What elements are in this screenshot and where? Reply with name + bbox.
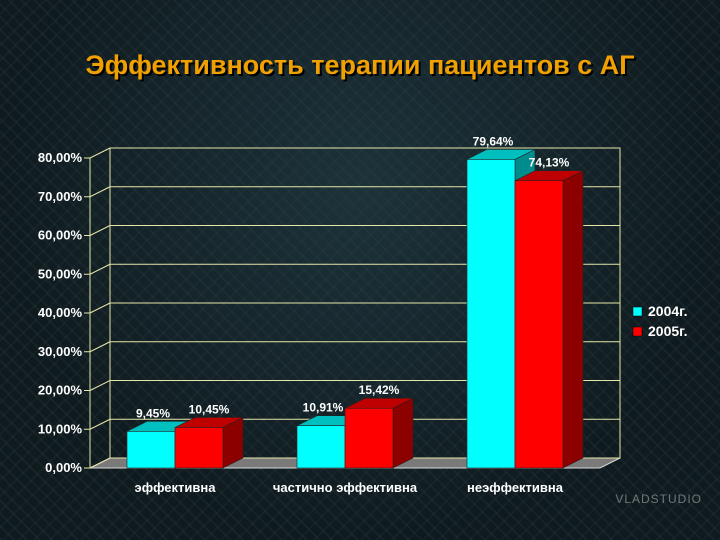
bar-2005 (344, 407, 394, 469)
y-tick-label: 10,00% (38, 421, 83, 436)
y-tick-label: 70,00% (38, 189, 83, 204)
x-category-label: эффективна (135, 480, 217, 495)
y-tick-label: 0,00% (45, 460, 82, 475)
bar-2004 (126, 431, 176, 469)
bar-2004 (296, 425, 346, 469)
y-tick-label: 60,00% (38, 228, 83, 243)
data-label: 9,45% (136, 406, 170, 420)
gridline-diagonal (89, 418, 111, 430)
legend-label-2004: 2004г. (648, 303, 687, 319)
data-label: 10,91% (303, 401, 344, 415)
x-category-label: неэффективна (467, 480, 564, 495)
y-tick-label: 50,00% (38, 266, 83, 281)
data-label: 10,45% (189, 403, 230, 417)
gridline-diagonal (89, 263, 111, 275)
legend-label-2005: 2005г. (648, 323, 687, 339)
gridline-diagonal (89, 341, 111, 353)
gridline-diagonal (89, 380, 111, 391)
y-tick-label: 30,00% (38, 344, 83, 359)
legend-swatch-2004 (632, 306, 643, 317)
data-label: 15,42% (359, 383, 400, 397)
bar-2005 (514, 180, 564, 469)
gridline-diagonal (89, 225, 111, 236)
gridline-diagonal (89, 186, 111, 198)
y-tick-label: 40,00% (38, 305, 83, 320)
chart-title: Эффективность терапии пациентов с АГ (85, 50, 635, 80)
gridline-diagonal (89, 302, 111, 314)
bar-2005 (174, 427, 224, 469)
y-tick-label: 80,00% (38, 150, 83, 165)
bar-2004 (466, 159, 516, 469)
legend-swatch-2005 (632, 326, 643, 337)
y-tick-label: 20,00% (38, 383, 83, 398)
gridline-diagonal (89, 147, 111, 159)
bar-side-2005 (392, 397, 414, 469)
bar-side-2005 (562, 170, 584, 469)
gridline-diagonal (89, 457, 111, 469)
vladstudio-watermark: VLADSTUDIO (615, 492, 702, 506)
data-label: 79,64% (473, 134, 514, 148)
x-category-label: частично эффективна (273, 480, 418, 495)
data-label: 74,13% (529, 156, 570, 170)
